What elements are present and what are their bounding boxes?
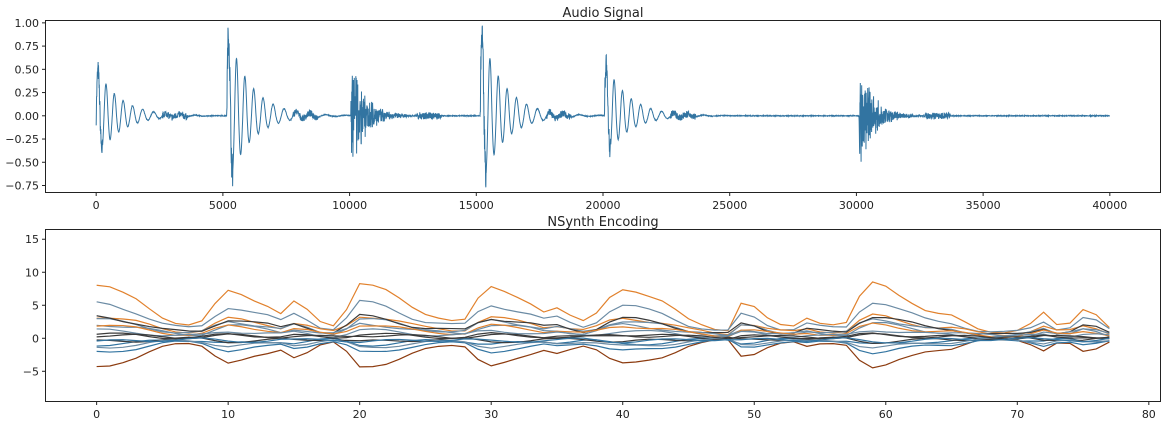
audio-signal-line (95, 25, 1110, 188)
audio-signal-y-tick-label: 0.75 (15, 40, 40, 53)
audio-signal-subplot: Audio Signal −0.75 −0.50 −0.25 0.00 0.25 0.50… (5, 6, 1161, 212)
nsynth-encoding-series-line (96, 336, 1110, 345)
audio-signal-y-tick-label: 1.00 (15, 17, 40, 30)
audio-signal-x-tick-label: 5000 (209, 199, 237, 212)
nsynth-encoding-series-line (96, 299, 1110, 333)
audio-signal-title: Audio Signal (562, 6, 643, 21)
audio-signal-x-tick-label: 35000 (966, 199, 1001, 212)
nsynth-encoding-lines (96, 281, 1110, 369)
nsynth-encoding-x-tick-label: 10 (221, 408, 235, 421)
audio-signal-x-tick-label: 40000 (1092, 199, 1127, 212)
audio-signal-plot-frame (45, 20, 1161, 193)
audio-signal-y-tick-label: 0.00 (15, 110, 40, 123)
nsynth-encoding-y-tick-label: 15 (25, 233, 39, 246)
nsynth-encoding-x-tick-label: 60 (879, 408, 893, 421)
audio-signal-series-line (95, 25, 1110, 188)
nsynth-encoding-subplot: NSynth Encoding −5 0 5 10 15 0 10 20 30 40 50 60 70… (23, 215, 1161, 421)
audio-signal-y-tick-label: −0.25 (5, 133, 39, 146)
nsynth-encoding-series-line (96, 337, 1110, 344)
audio-signal-y-tick-label: −0.75 (5, 179, 39, 192)
audio-signal-y-axis: −0.75 −0.50 −0.25 0.00 0.25 0.50 0.75 1.00 (5, 17, 46, 192)
nsynth-encoding-x-tick-label: 20 (353, 408, 367, 421)
nsynth-encoding-series-line (96, 337, 1110, 355)
audio-signal-y-tick-label: 0.25 (15, 87, 40, 100)
nsynth-encoding-y-tick-label: −5 (23, 365, 39, 378)
audio-signal-x-axis: 0 5000 10000 15000 20000 25000 30000 35000 40000 (93, 192, 1127, 212)
nsynth-encoding-series-line (96, 322, 1110, 339)
audio-signal-x-tick-label: 15000 (459, 199, 494, 212)
nsynth-encoding-x-tick-label: 80 (1142, 408, 1156, 421)
nsynth-encoding-x-tick-label: 40 (616, 408, 630, 421)
audio-signal-y-tick-label: −0.50 (5, 156, 39, 169)
nsynth-encoding-plot-frame (45, 229, 1161, 402)
nsynth-encoding-series-line (96, 317, 1110, 338)
nsynth-encoding-series-line (96, 281, 1110, 334)
nsynth-encoding-x-tick-label: 50 (747, 408, 761, 421)
nsynth-encoding-y-tick-label: 0 (32, 332, 39, 345)
nsynth-encoding-series-line (96, 332, 1110, 340)
nsynth-encoding-y-axis: −5 0 5 10 15 (23, 233, 46, 378)
audio-signal-x-tick-label: 0 (93, 199, 100, 212)
nsynth-encoding-y-tick-label: 10 (25, 266, 39, 279)
nsynth-encoding-x-tick-label: 0 (93, 408, 100, 421)
audio-signal-x-tick-label: 20000 (586, 199, 621, 212)
audio-signal-x-tick-label: 30000 (839, 199, 874, 212)
audio-signal-x-tick-label: 10000 (332, 199, 367, 212)
nsynth-encoding-y-tick-label: 5 (32, 299, 39, 312)
nsynth-encoding-series-line (96, 337, 1110, 349)
nsynth-encoding-x-axis: 0 10 20 30 40 50 60 70 80 (93, 401, 1156, 421)
nsynth-encoding-series-line (96, 337, 1110, 369)
nsynth-encoding-x-tick-label: 70 (1010, 408, 1024, 421)
nsynth-encoding-x-tick-label: 30 (484, 408, 498, 421)
audio-signal-x-tick-label: 25000 (712, 199, 747, 212)
nsynth-encoding-title: NSynth Encoding (547, 215, 658, 230)
nsynth-encoding-series-line (96, 313, 1110, 335)
audio-signal-y-tick-label: 0.50 (15, 63, 40, 76)
